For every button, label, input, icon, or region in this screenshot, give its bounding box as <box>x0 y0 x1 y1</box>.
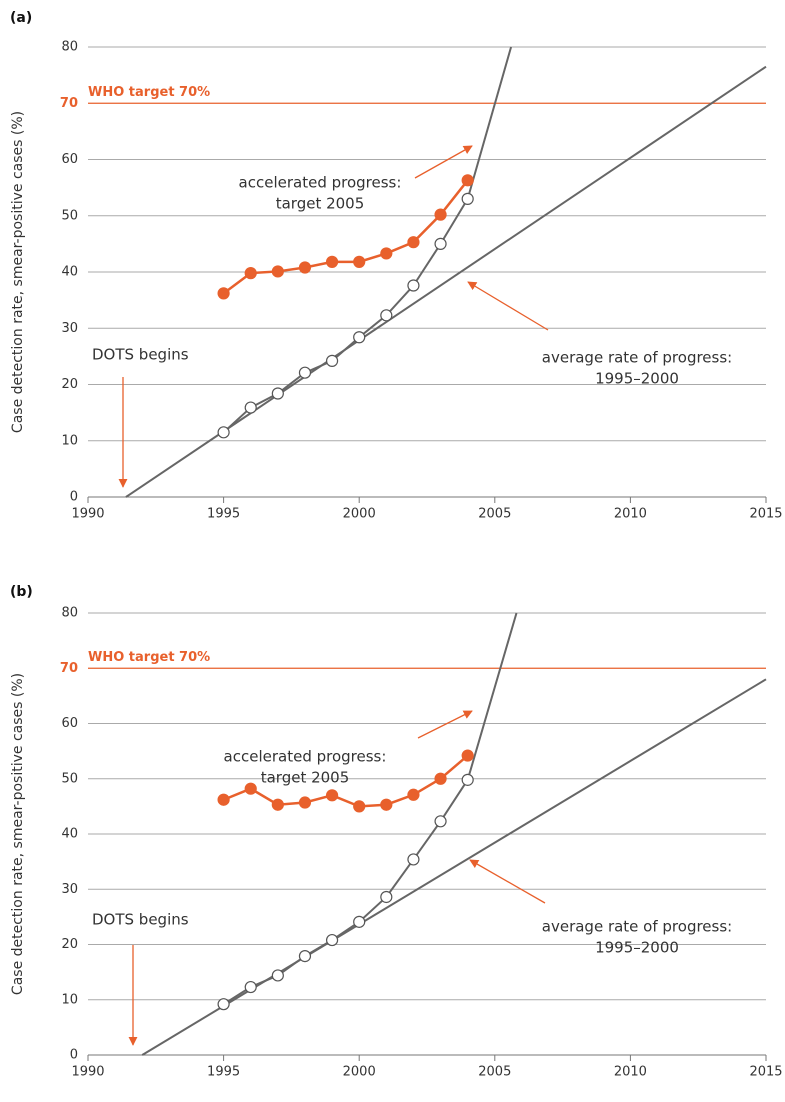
data-point <box>271 387 284 400</box>
panel-label: (b) <box>10 584 33 600</box>
data-point <box>217 287 230 300</box>
annotation-arrow <box>417 710 473 739</box>
data-point <box>298 796 312 809</box>
annotation: 1995–2000 <box>595 370 679 388</box>
annotation: average rate of progress: <box>542 349 732 367</box>
x-tick-label: 1990 <box>71 507 104 522</box>
x-tick-label: 2010 <box>614 1065 647 1080</box>
y-tick-label: 20 <box>61 377 78 392</box>
x-tick-label: 2015 <box>749 507 782 522</box>
data-point <box>217 998 230 1011</box>
data-point <box>325 354 339 367</box>
y-tick-label: 0 <box>70 1048 78 1063</box>
y-tick-label: 70 <box>60 96 78 111</box>
data-point <box>380 890 393 904</box>
y-tick-label: 50 <box>61 771 78 786</box>
annotation: DOTS begins <box>92 346 189 364</box>
data-point <box>244 980 257 994</box>
data-point <box>434 237 447 250</box>
y-axis-label: Case detection rate, smear-positive case… <box>10 673 26 995</box>
series-line <box>141 678 767 1056</box>
x-tick-label: 2005 <box>478 507 511 522</box>
y-tick-label: 0 <box>70 490 78 505</box>
x-tick-label: 1995 <box>207 507 240 522</box>
x-tick-label: 1995 <box>207 1065 240 1080</box>
data-point <box>434 208 447 221</box>
y-tick-label: 50 <box>61 208 78 223</box>
y-tick-label: 70 <box>60 661 78 676</box>
y-tick-label: 20 <box>61 937 78 952</box>
annotation: accelerated progress: <box>239 174 402 192</box>
series-line <box>223 779 469 1006</box>
data-point <box>461 174 474 187</box>
data-point <box>244 401 257 414</box>
data-point <box>325 789 339 802</box>
annotation: accelerated progress: <box>224 748 387 766</box>
data-point <box>407 236 420 249</box>
data-point <box>353 800 366 813</box>
y-tick-label: 60 <box>61 716 78 731</box>
data-point <box>298 261 312 274</box>
y-tick-label: 40 <box>61 827 78 842</box>
annotation: average rate of progress: <box>542 918 732 936</box>
data-point <box>353 255 366 268</box>
data-point <box>298 366 312 379</box>
data-point <box>461 773 474 786</box>
annotation-arrow <box>469 859 546 904</box>
annotation: 1995–2000 <box>595 939 679 957</box>
series-line <box>125 65 767 498</box>
x-tick-label: 1990 <box>71 1065 104 1080</box>
x-tick-label: 2000 <box>343 507 376 522</box>
y-axis-label: Case detection rate, smear-positive case… <box>10 111 26 433</box>
annotation: DOTS begins <box>92 911 189 929</box>
data-point <box>353 331 366 344</box>
data-point <box>434 772 447 785</box>
data-point <box>271 265 284 278</box>
y-tick-label: 60 <box>61 152 78 167</box>
data-point <box>217 426 230 439</box>
series-line <box>222 198 469 434</box>
data-point <box>380 309 393 322</box>
data-point <box>407 279 420 292</box>
data-point <box>407 788 420 801</box>
series-line <box>466 46 513 200</box>
y-tick-label: 30 <box>61 321 78 336</box>
y-tick-label: 30 <box>61 882 78 897</box>
target-label: WHO target 70% <box>88 85 210 100</box>
y-tick-label: 80 <box>61 606 78 621</box>
data-point <box>461 749 474 762</box>
series-line <box>223 754 469 808</box>
target-label: WHO target 70% <box>88 650 210 665</box>
data-point <box>434 815 447 828</box>
y-tick-label: 10 <box>61 992 78 1007</box>
series-line <box>222 179 469 295</box>
y-tick-label: 80 <box>61 40 78 55</box>
y-tick-label: 10 <box>61 433 78 448</box>
series-line <box>466 612 518 781</box>
x-tick-label: 2010 <box>614 507 647 522</box>
data-point <box>244 267 257 280</box>
data-point <box>271 798 284 811</box>
data-point <box>271 969 284 982</box>
data-point <box>325 933 339 947</box>
data-point <box>407 853 420 866</box>
data-point <box>380 247 393 260</box>
x-tick-label: 2015 <box>749 1065 782 1080</box>
data-point <box>380 798 393 811</box>
data-point <box>244 782 257 795</box>
data-point <box>217 793 230 806</box>
x-tick-label: 2000 <box>343 1065 376 1080</box>
data-point <box>325 255 339 268</box>
annotation-arrow <box>467 281 549 331</box>
panel-label: (a) <box>10 10 32 26</box>
annotation: target 2005 <box>261 769 350 787</box>
annotation: target 2005 <box>276 195 365 213</box>
data-point <box>353 915 366 928</box>
x-tick-label: 2005 <box>478 1065 511 1080</box>
y-tick-label: 40 <box>61 265 78 280</box>
data-point <box>298 950 312 963</box>
annotation-arrow <box>414 145 473 179</box>
data-point <box>461 192 474 205</box>
